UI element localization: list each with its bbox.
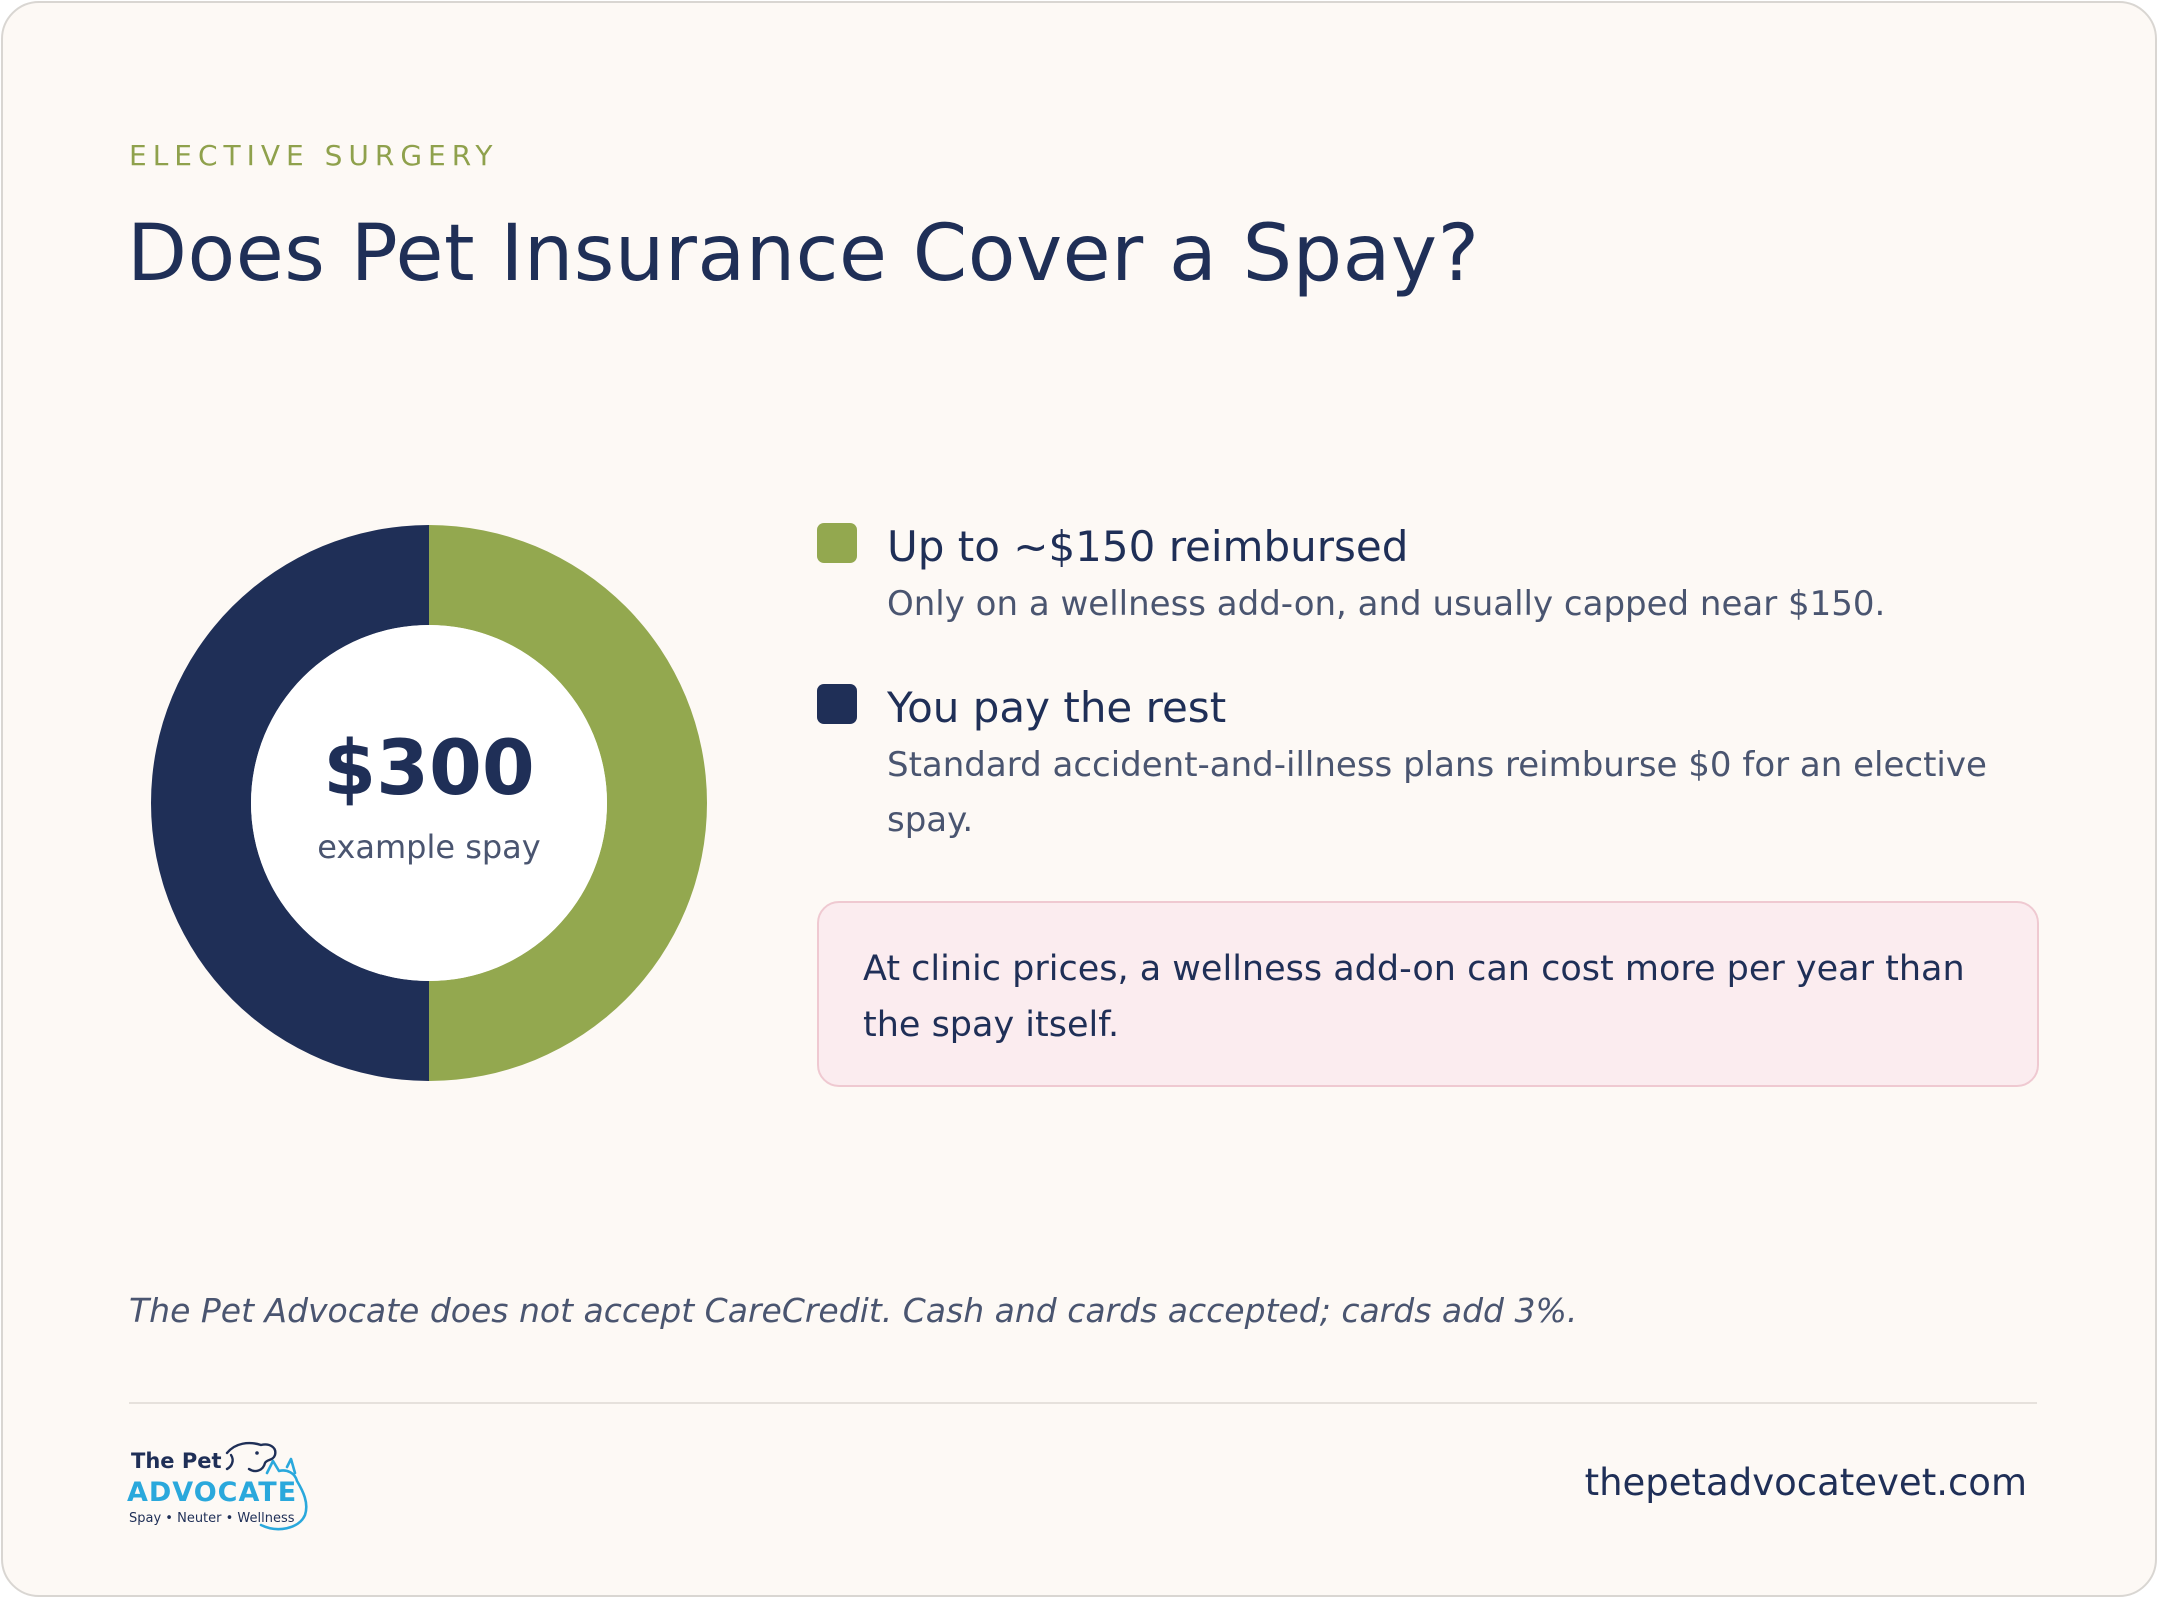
logo-tagline: Spay • Neuter • Wellness bbox=[129, 1511, 295, 1526]
legend-title: You pay the rest bbox=[887, 683, 1227, 732]
donut-slice-1 bbox=[151, 525, 429, 1081]
payment-footnote: The Pet Advocate does not accept CareCre… bbox=[129, 1291, 1578, 1330]
callout-text: At clinic prices, a wellness add-on can … bbox=[863, 949, 1965, 1045]
donut-svg bbox=[151, 525, 707, 1081]
legend-swatch-navy bbox=[817, 684, 857, 724]
legend-title: Up to ~$150 reimbursed bbox=[887, 522, 1409, 571]
donut-total-amount: $300 bbox=[323, 723, 535, 812]
legend-description: Standard accident-and-illness plans reim… bbox=[887, 745, 1987, 840]
logo-text-line2: ADVOCATE bbox=[127, 1477, 298, 1508]
website-url[interactable]: thepetadvocatevet.com bbox=[1584, 1461, 2027, 1504]
legend-item-reimbursed: Up to ~$150 reimbursed Only on a wellnes… bbox=[817, 521, 2037, 632]
donut-slice-0 bbox=[429, 525, 707, 1081]
donut-caption: example spay bbox=[317, 828, 541, 866]
dog-cat-outline-icon bbox=[225, 1441, 308, 1531]
legend-description: Only on a wellness add-on, and usually c… bbox=[887, 584, 1886, 624]
donut-hole bbox=[251, 625, 607, 981]
footer-divider bbox=[129, 1402, 2037, 1404]
donut-center: $300 example spay bbox=[151, 525, 707, 1081]
brand-logo: The Pet ADVOCATE Spay • Neuter • Wellnes… bbox=[127, 1433, 327, 1533]
callout-note: At clinic prices, a wellness add-on can … bbox=[817, 901, 2039, 1087]
donut-chart: $300 example spay bbox=[151, 525, 707, 1081]
eyebrow-label: ELECTIVE SURGERY bbox=[129, 139, 499, 172]
page-title: Does Pet Insurance Cover a Spay? bbox=[127, 209, 1480, 299]
legend-item-you-pay: You pay the rest Standard accident-and-i… bbox=[817, 682, 2037, 848]
logo-text-line1: The Pet bbox=[131, 1449, 222, 1473]
chart-legend: Up to ~$150 reimbursed Only on a wellnes… bbox=[817, 521, 2037, 848]
legend-swatch-green bbox=[817, 523, 857, 563]
